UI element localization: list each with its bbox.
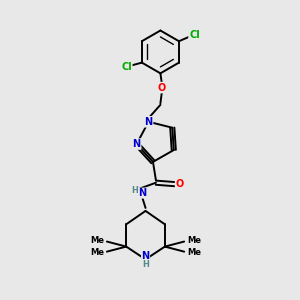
Text: Cl: Cl — [121, 62, 132, 72]
Text: Me: Me — [90, 248, 104, 257]
Text: N: N — [133, 139, 141, 149]
Text: Me: Me — [187, 248, 201, 257]
Text: O: O — [158, 82, 166, 93]
Text: N: N — [145, 117, 153, 127]
Text: Me: Me — [90, 236, 104, 245]
Text: Me: Me — [187, 236, 201, 245]
Text: O: O — [176, 179, 184, 189]
Text: H: H — [132, 186, 139, 195]
Text: N: N — [142, 251, 150, 261]
Text: H: H — [142, 260, 149, 269]
Text: N: N — [139, 188, 147, 198]
Text: Cl: Cl — [189, 30, 200, 40]
